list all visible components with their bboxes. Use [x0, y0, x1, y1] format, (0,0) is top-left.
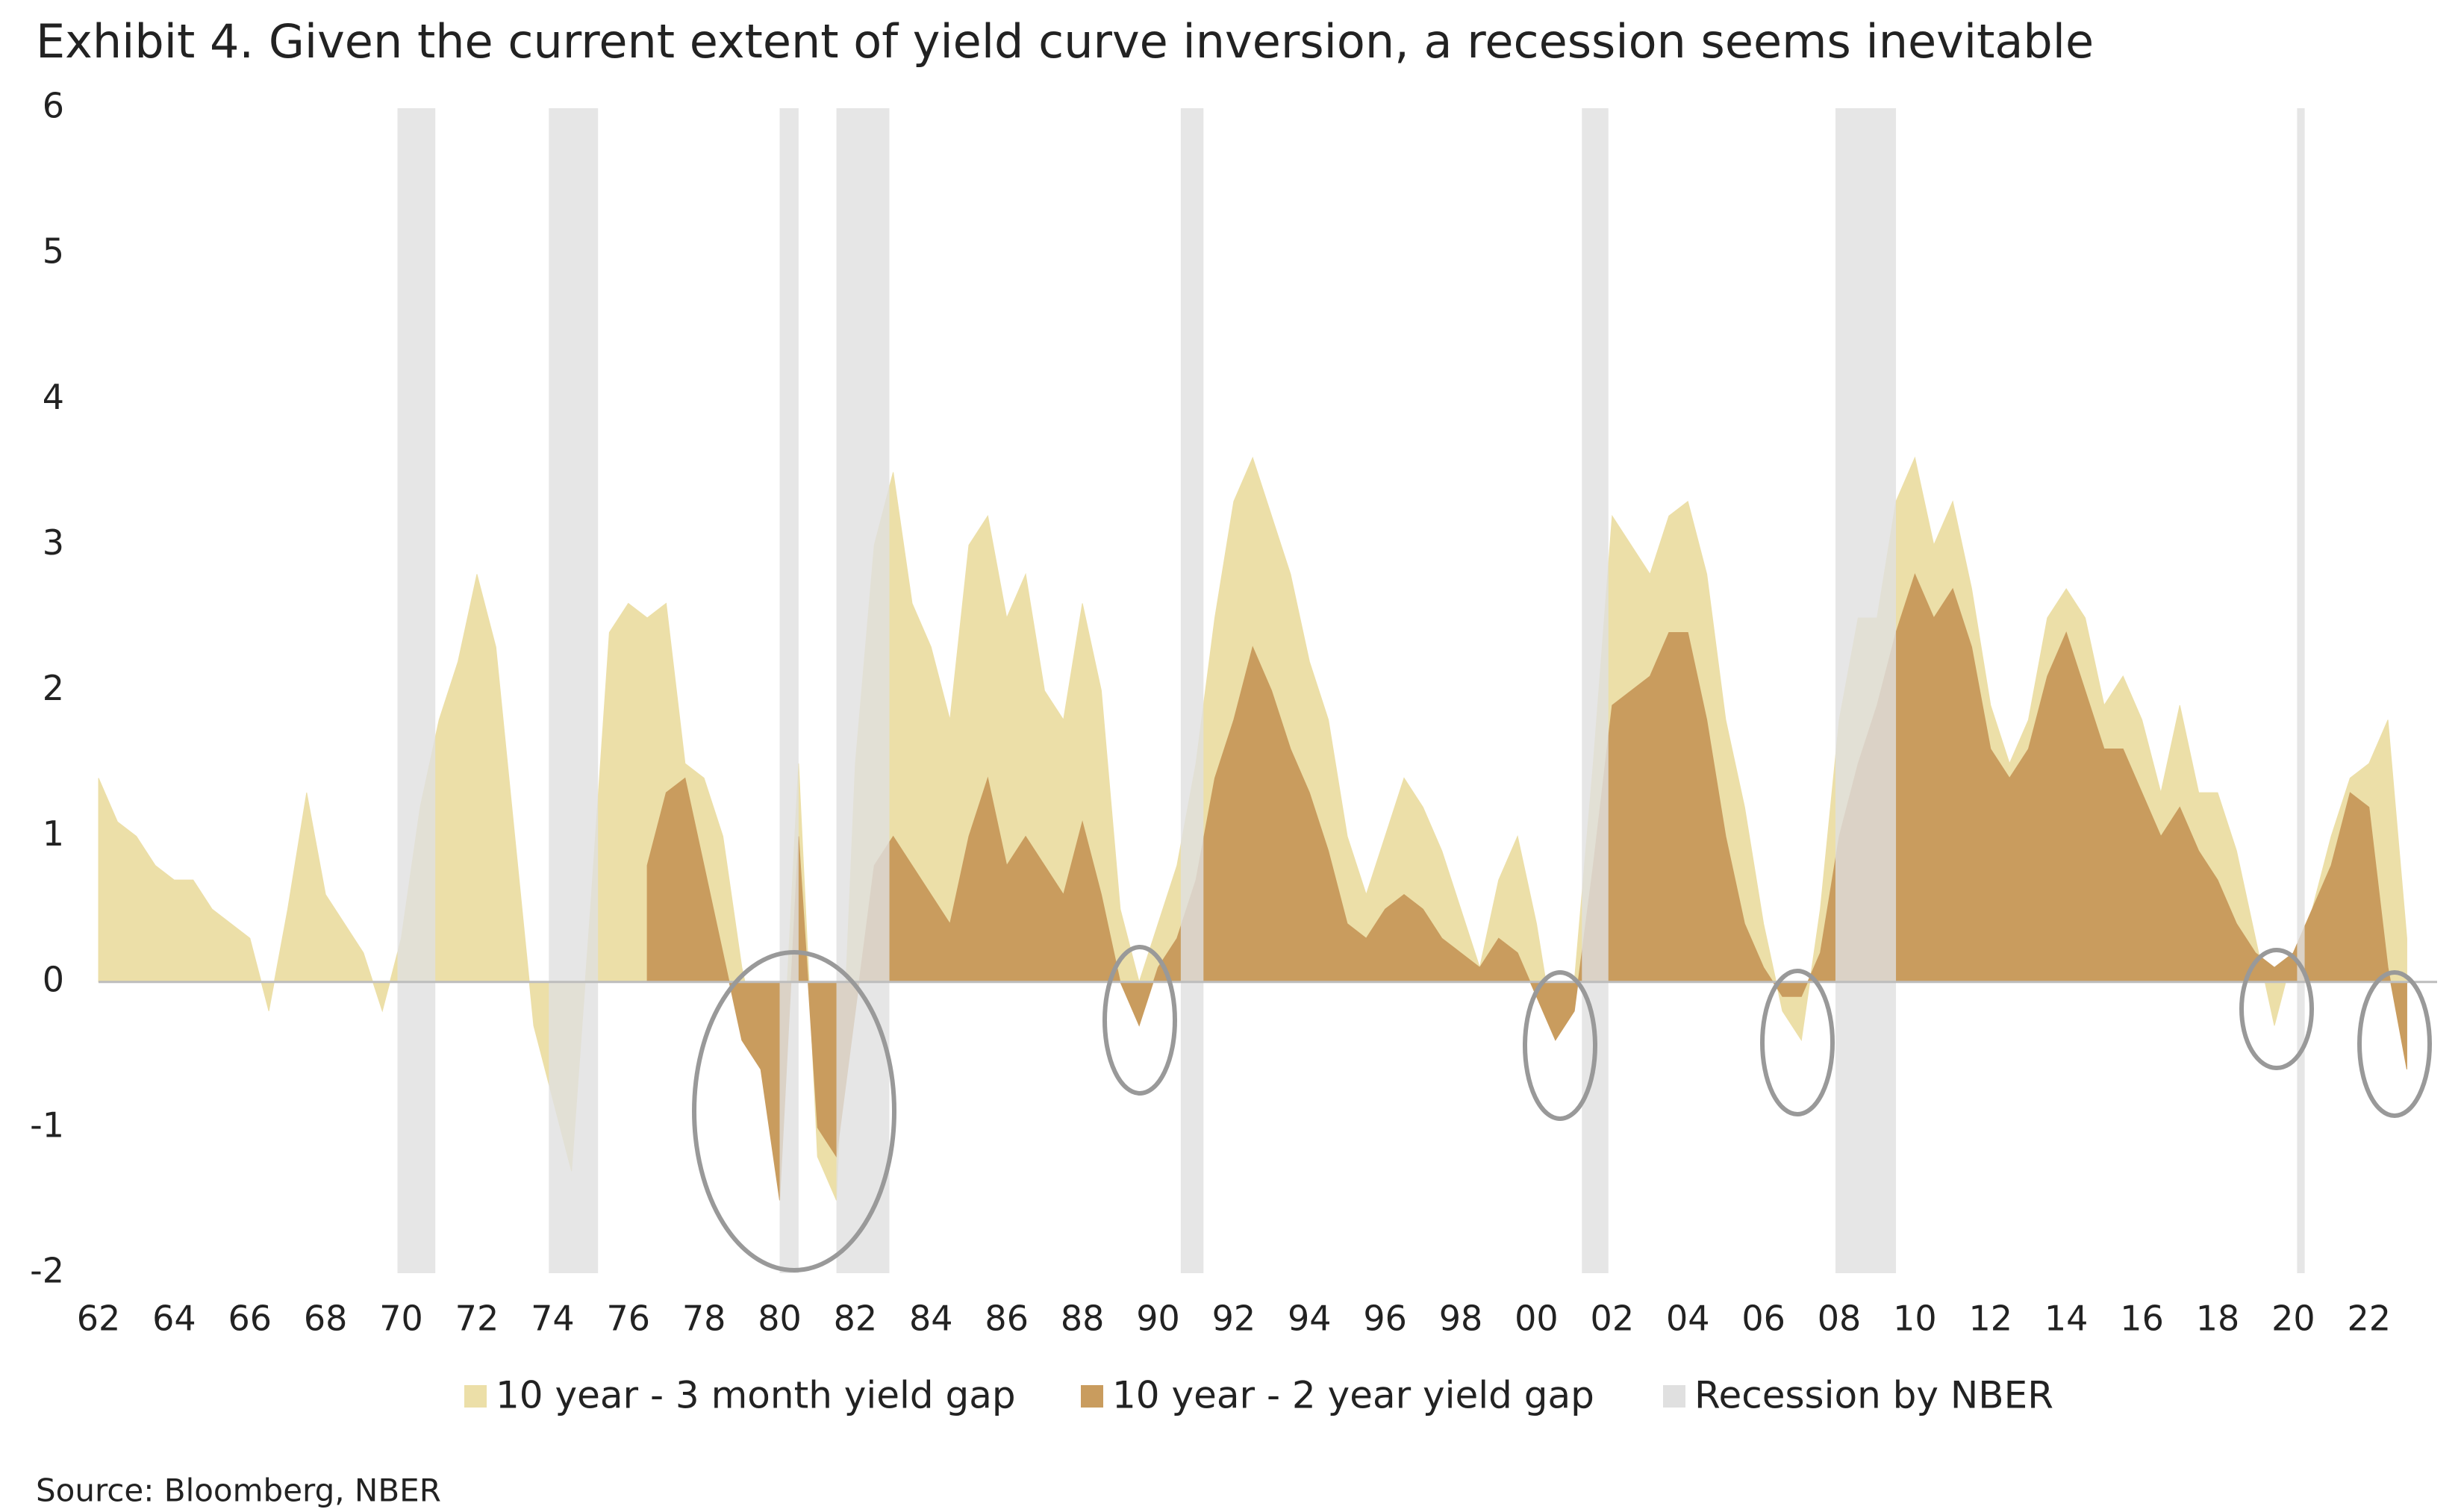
inversion-circle — [692, 950, 896, 1272]
inversion-circle — [1523, 970, 1597, 1121]
x-tick-label: 92 — [1212, 1299, 1256, 1339]
plot-area — [98, 108, 2437, 1273]
x-tick-label: 80 — [758, 1299, 802, 1339]
inversion-circle — [2239, 948, 2314, 1070]
x-tick-label: 86 — [985, 1299, 1029, 1339]
x-tick-label: 16 — [2120, 1299, 2164, 1339]
x-tick-label: 78 — [682, 1299, 726, 1339]
y-tick-label: 3 — [43, 522, 64, 563]
recession-band — [836, 108, 890, 1273]
y-tick-label: -2 — [30, 1251, 64, 1291]
y-tick-label: 1 — [43, 813, 64, 854]
x-tick-label: 14 — [2044, 1299, 2089, 1339]
x-tick-label: 62 — [77, 1299, 121, 1339]
x-tick-label: 12 — [1969, 1299, 2013, 1339]
legend-swatch — [1663, 1385, 1685, 1408]
legend-label: 10 year - 2 year yield gap — [1112, 1374, 1594, 1417]
x-tick-label: 64 — [152, 1299, 196, 1339]
y-tick-label: 6 — [43, 86, 64, 126]
legend-swatch — [1081, 1385, 1103, 1408]
x-tick-label: 22 — [2347, 1299, 2391, 1339]
x-tick-label: 04 — [1666, 1299, 1710, 1339]
x-tick-label: 20 — [2271, 1299, 2315, 1339]
x-tick-label: 70 — [379, 1299, 423, 1339]
x-tick-label: 90 — [1136, 1299, 1180, 1339]
x-tick-label: 08 — [1818, 1299, 1862, 1339]
x-tick-label: 66 — [228, 1299, 272, 1339]
chart-title: Exhibit 4. Given the current extent of y… — [36, 14, 2094, 69]
x-tick-label: 06 — [1741, 1299, 1785, 1339]
x-tick-label: 76 — [606, 1299, 650, 1339]
recession-band — [397, 108, 436, 1273]
x-tick-label: 68 — [304, 1299, 348, 1339]
y-tick-label: 4 — [43, 377, 64, 417]
x-tick-label: 82 — [834, 1299, 878, 1339]
x-tick-label: 88 — [1061, 1299, 1105, 1339]
x-tick-label: 74 — [531, 1299, 575, 1339]
recession-band — [1582, 108, 1609, 1273]
x-tick-label: 84 — [909, 1299, 953, 1339]
area-series — [646, 572, 2407, 1201]
y-tick-label: 0 — [43, 959, 64, 999]
y-tick-label: 2 — [43, 668, 64, 708]
annotations — [692, 945, 2432, 1272]
y-tick-label: 5 — [43, 231, 64, 272]
x-tick-label: 72 — [455, 1299, 499, 1339]
x-tick-label: 98 — [1439, 1299, 1483, 1339]
recession-band — [1180, 108, 1204, 1273]
x-tick-label: 18 — [2196, 1299, 2240, 1339]
recession-band — [1835, 108, 1897, 1273]
inversion-circle — [1760, 969, 1835, 1116]
recession-band — [2297, 108, 2305, 1273]
recession-band — [779, 108, 799, 1273]
legend-swatch — [464, 1385, 487, 1408]
x-tick-label: 02 — [1591, 1299, 1635, 1339]
inversion-circle — [1102, 945, 1177, 1096]
x-tick-label: 94 — [1288, 1299, 1332, 1339]
legend-label: Recession by NBER — [1694, 1374, 2053, 1417]
source-note: Source: Bloomberg, NBER — [36, 1472, 441, 1509]
x-tick-label: 00 — [1515, 1299, 1559, 1339]
legend-label: 10 year - 3 month yield gap — [496, 1374, 1016, 1417]
y-tick-label: -1 — [30, 1105, 64, 1145]
recession-band — [549, 108, 599, 1273]
x-tick-label: 10 — [1893, 1299, 1937, 1339]
inversion-circle — [2357, 970, 2432, 1118]
x-tick-label: 96 — [1363, 1299, 1407, 1339]
